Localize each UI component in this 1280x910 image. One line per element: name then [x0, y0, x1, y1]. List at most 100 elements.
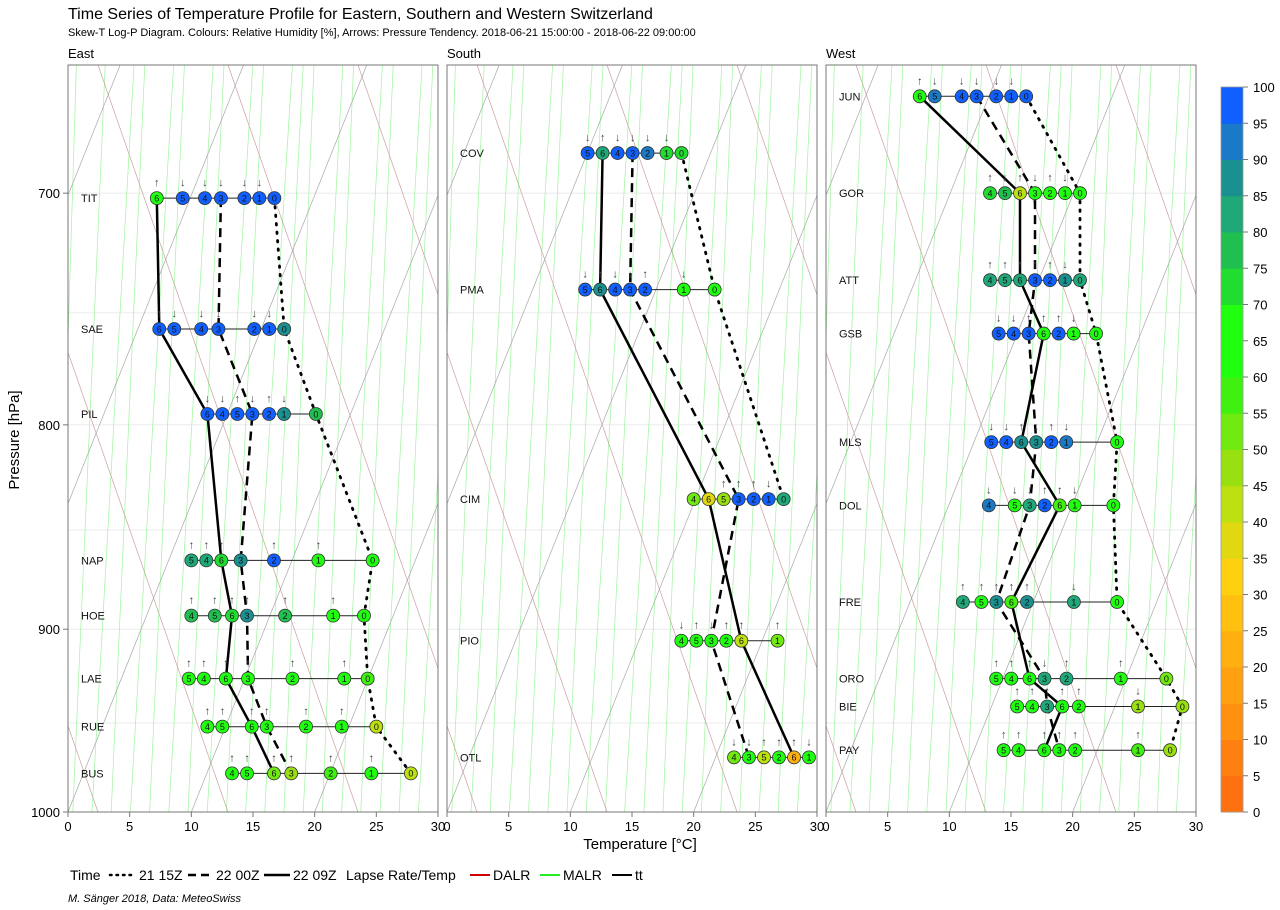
- moist-adiabat-line: [226, 65, 264, 812]
- data-point: [197, 191, 212, 206]
- arrow-up-icon: ↑: [212, 595, 218, 607]
- colorbar-tick-label: 90: [1253, 153, 1267, 168]
- moist-adiabat-line: [868, 65, 904, 812]
- data-point: [701, 492, 716, 507]
- arrow-up-icon: ↑: [330, 595, 336, 607]
- arrow-up-icon: ↑: [1047, 172, 1053, 184]
- arrow-up-icon: ↑: [290, 658, 296, 670]
- colorbar-bin: [1221, 485, 1243, 523]
- arrow-down-icon: ↓: [996, 313, 1002, 325]
- moist-adiabat-line: [375, 65, 405, 812]
- data-point: [1052, 498, 1067, 513]
- data-point: [989, 595, 1004, 609]
- data-point: [262, 322, 277, 336]
- data-point: [1037, 743, 1052, 758]
- data-point: [608, 282, 623, 297]
- data-point: [199, 553, 214, 568]
- data-point: [1029, 435, 1044, 450]
- moist-adiabat-line: [451, 65, 485, 812]
- legend-tt: tt: [635, 867, 643, 883]
- arrow-down-icon: ↓: [1032, 172, 1038, 184]
- data-point: [1066, 326, 1081, 341]
- data-point: [638, 282, 653, 297]
- arrow-down-icon: ↓: [986, 484, 992, 496]
- arrow-down-icon: ↓: [1002, 172, 1008, 184]
- arrow-up-icon: ↑: [1024, 581, 1030, 593]
- isotherm-line: [191, 194, 438, 812]
- moist-adiabat-line: [206, 65, 254, 812]
- data-point-label: 4: [988, 275, 993, 285]
- arrow-up-icon: ↑: [303, 706, 309, 718]
- data-point-label: 5: [1015, 702, 1020, 712]
- data-point: [659, 146, 674, 160]
- colorbar-bin: [1221, 558, 1243, 595]
- data-point: [1059, 435, 1074, 450]
- isotherm-line: [1072, 502, 1196, 812]
- station-label: GSB: [839, 329, 862, 341]
- data-point: [1159, 671, 1174, 686]
- data-point-label: 6: [917, 92, 922, 102]
- moist-adiabat-line: [830, 65, 864, 812]
- arrow-down-icon: ↓: [731, 736, 737, 748]
- data-point-label: 2: [267, 409, 272, 419]
- data-point: [225, 766, 239, 781]
- arrow-up-icon: ↑: [642, 269, 648, 281]
- data-point: [578, 282, 593, 297]
- data-point: [1036, 326, 1051, 341]
- arrow-up-icon: ↑: [342, 658, 348, 670]
- arrow-down-icon: ↓: [630, 132, 636, 144]
- arrow-down-icon: ↓: [1064, 421, 1070, 433]
- profile-line-step-3: [217, 198, 293, 774]
- colorbar-bin: [1221, 449, 1243, 487]
- data-point-label: 3: [250, 409, 255, 419]
- data-point: [262, 407, 276, 421]
- profile-line-step-0: [272, 196, 413, 775]
- data-point: [196, 671, 211, 686]
- station-pio: PIO ↑ 6 ↑ 5 ↓ 4 ↓ 3 ↑ 2 ↑ 1: [460, 620, 785, 648]
- arrow-up-icon: ↑: [264, 706, 270, 718]
- data-point-label: 2: [271, 556, 276, 566]
- moist-adiabat-line: [777, 65, 813, 812]
- data-point: [989, 671, 1004, 686]
- data-point-label: 4: [613, 285, 618, 295]
- data-point: [989, 89, 1004, 104]
- data-point-label: 0: [679, 148, 684, 158]
- data-point: [167, 322, 182, 336]
- x-tick-label: 0: [822, 819, 829, 834]
- arrow-down-icon: ↓: [1027, 484, 1033, 496]
- station-label: SAE: [81, 324, 103, 336]
- moist-adiabat-line: [585, 65, 633, 812]
- arrow-up-icon: ↑: [1042, 484, 1048, 496]
- colorbar-tick-label: 20: [1253, 660, 1267, 675]
- arrow-up-icon: ↑: [1017, 172, 1023, 184]
- arrow-up-icon: ↑: [751, 478, 757, 490]
- data-point: [1175, 699, 1190, 714]
- dry-adiabat-line: [447, 351, 608, 812]
- data-point: [1068, 743, 1083, 758]
- arrow-down-icon: ↓: [250, 393, 256, 405]
- data-point: [1020, 595, 1034, 609]
- moist-adiabat-line: [720, 65, 762, 812]
- moist-adiabat-line: [624, 65, 672, 812]
- data-point: [999, 435, 1014, 450]
- data-point-label: 4: [1004, 437, 1009, 447]
- arrow-down-icon: ↓: [612, 269, 618, 281]
- data-point-label: 6: [1018, 275, 1023, 285]
- caption: M. Sänger 2018, Data: MeteoSwiss: [68, 893, 242, 905]
- arrow-down-icon: ↓: [582, 269, 588, 281]
- isotherm-line: [77, 65, 376, 812]
- colorbar-tick-label: 0: [1253, 805, 1260, 820]
- arrow-up-icon: ↑: [189, 595, 195, 607]
- data-point: [357, 608, 371, 623]
- dry-adiabat-line: [227, 65, 438, 670]
- data-point-label: 4: [1016, 745, 1021, 755]
- data-point-label: 4: [189, 611, 194, 621]
- moist-adiabat-line: [681, 65, 723, 812]
- data-point-label: 1: [1063, 275, 1068, 285]
- data-point-label: 3: [746, 753, 751, 763]
- data-point-label: 1: [339, 722, 344, 732]
- data-point-label: 1: [1064, 437, 1069, 447]
- moist-adiabat-line: [489, 65, 525, 812]
- colorbar-bin: [1221, 630, 1243, 668]
